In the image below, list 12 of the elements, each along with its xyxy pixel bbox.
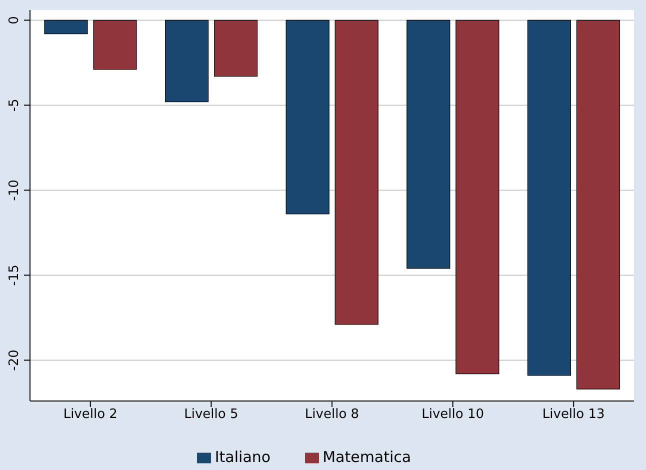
x-tick-label: Livello 13 bbox=[542, 407, 605, 422]
y-tick-label: -20 bbox=[7, 350, 22, 371]
x-tick-label: Livello 5 bbox=[184, 407, 238, 422]
y-tick-label: -10 bbox=[7, 180, 22, 201]
x-tick-label: Livello 2 bbox=[63, 407, 118, 422]
x-tick-label: Livello 10 bbox=[422, 407, 484, 422]
y-tick-label: -5 bbox=[7, 98, 22, 112]
x-tick-label: Livello 8 bbox=[304, 407, 360, 422]
y-tick-label: 0 bbox=[7, 16, 22, 24]
y-tick-label: -15 bbox=[7, 264, 22, 286]
legend-label: Italiano bbox=[214, 448, 271, 466]
legend-label: Matematica bbox=[322, 448, 412, 466]
